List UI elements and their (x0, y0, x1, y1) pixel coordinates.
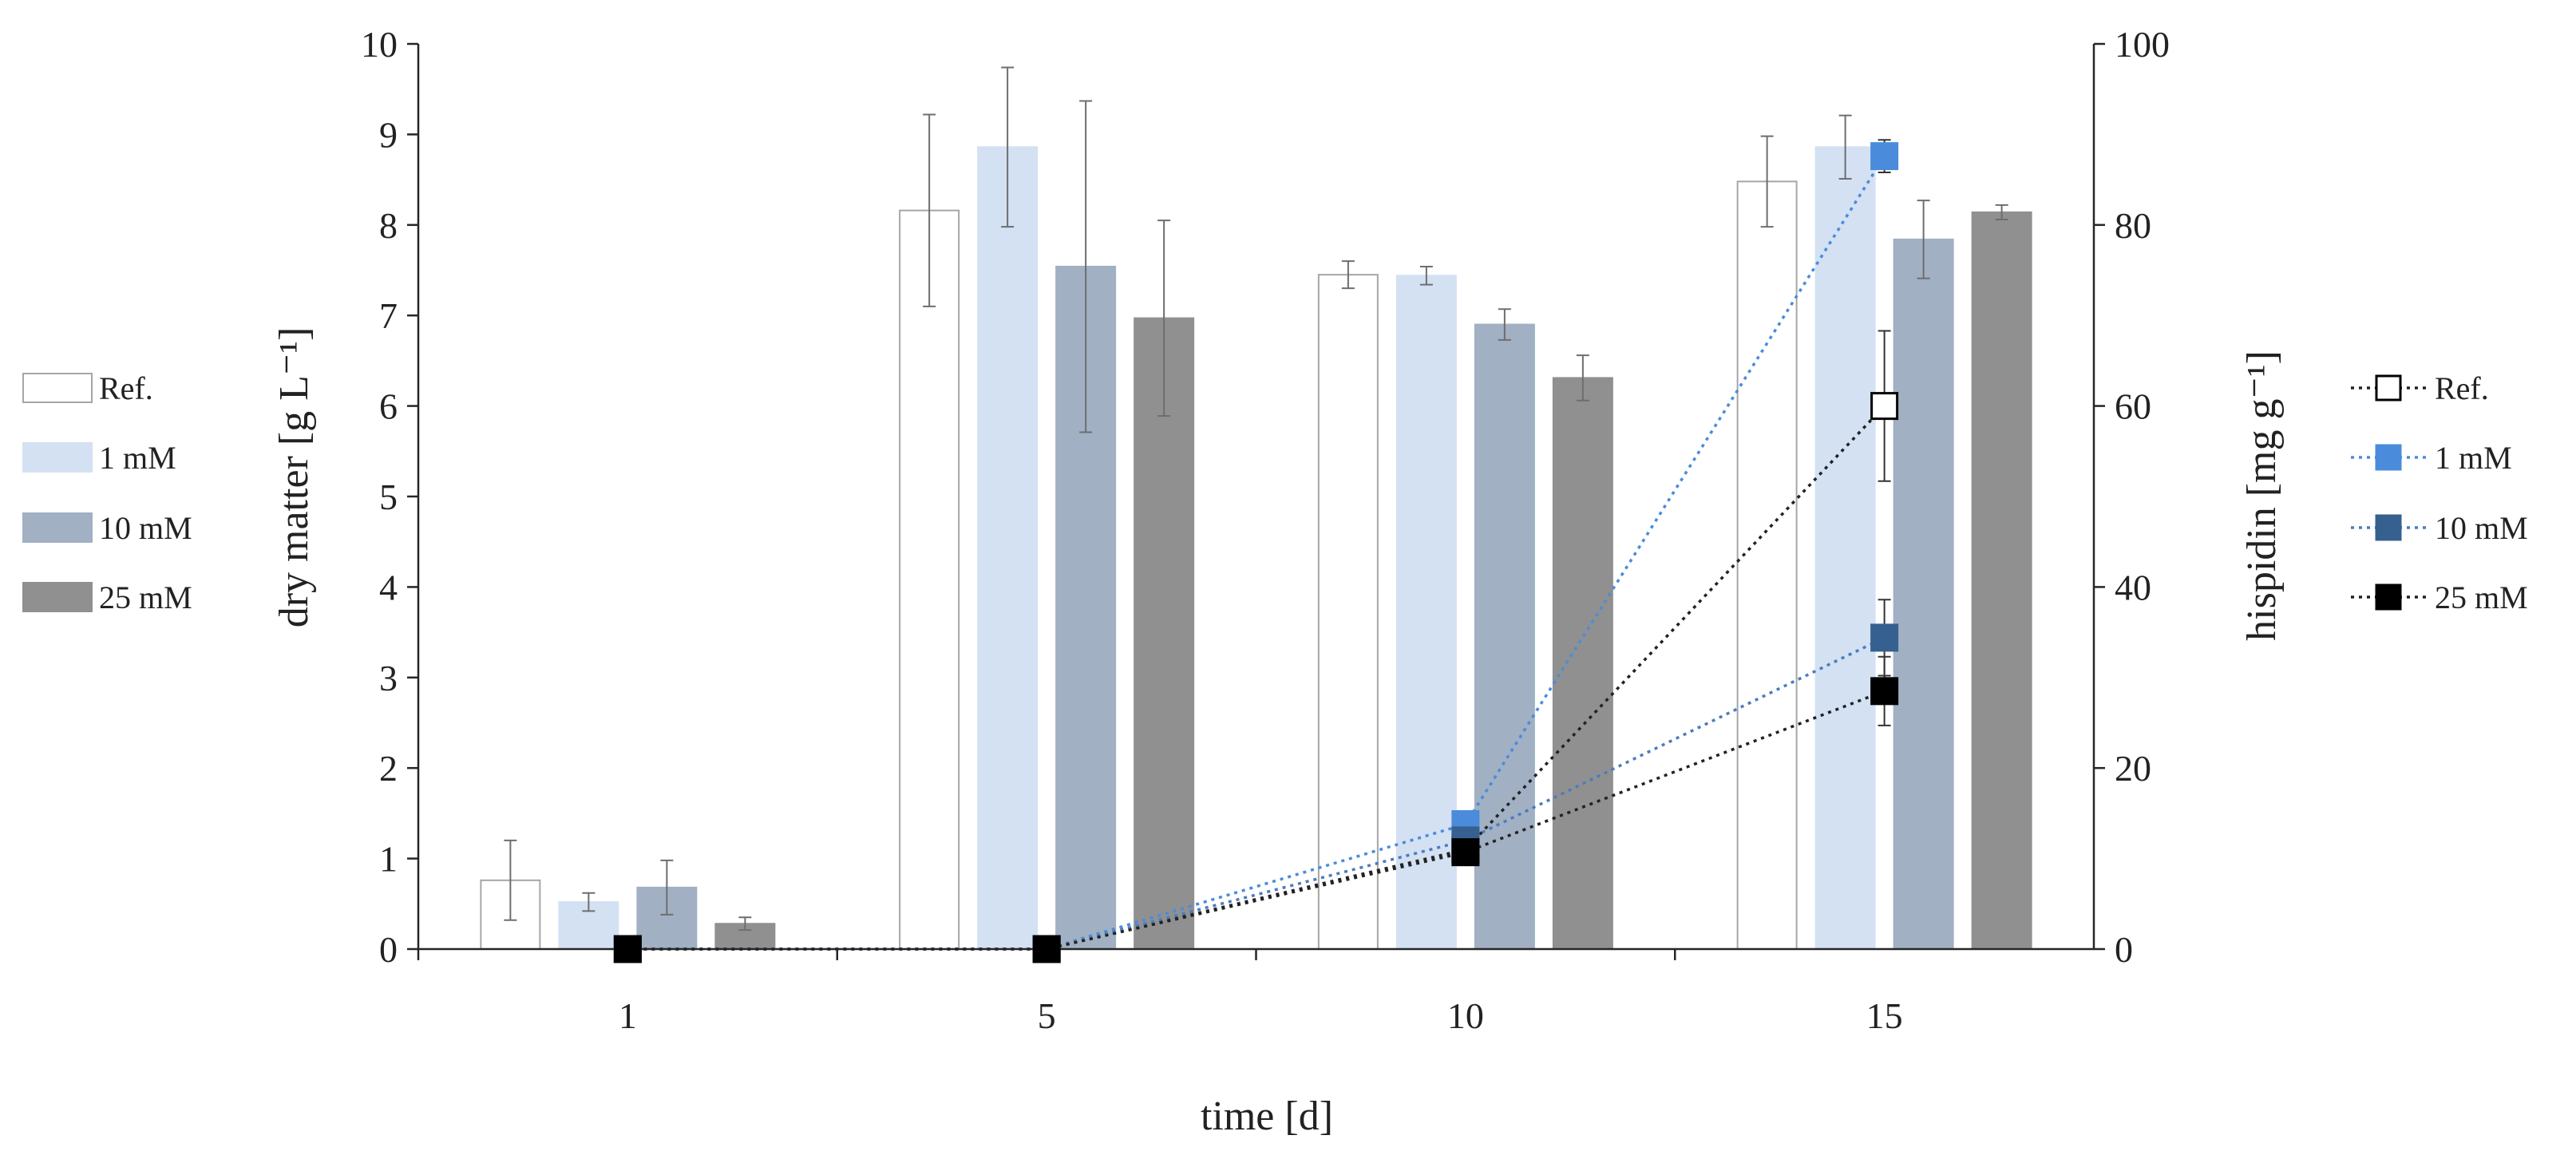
line-series (627, 636, 1886, 951)
line-marker (1870, 392, 1899, 421)
legend-line-marker (2375, 583, 2402, 611)
y-right-tick-label: 20 (2115, 748, 2151, 789)
legend-bar-swatch (22, 442, 93, 473)
x-axis-label: time [d] (1201, 1094, 1333, 1139)
legend-bar-swatch (22, 582, 93, 612)
y-right-tick-label: 100 (2115, 24, 2170, 65)
line-marker (1870, 142, 1899, 171)
y-right-tick-label: 0 (2115, 929, 2133, 970)
legend-line-marker (2375, 374, 2402, 401)
legend-line-label: 10 mM (2435, 510, 2528, 546)
y-left-tick-label: 10 (361, 24, 398, 65)
legend-bar-label: 10 mM (99, 510, 192, 546)
y-left-tick-label: 8 (379, 205, 398, 246)
y-right-tick-label: 40 (2115, 567, 2151, 607)
line-marker (1870, 623, 1899, 652)
x-tick-label: 15 (1866, 995, 1903, 1036)
y-left-tick-label: 2 (379, 748, 398, 789)
bar (1395, 275, 1457, 950)
legend-bar-swatch (22, 373, 93, 403)
line-series (627, 690, 1886, 951)
bar (1814, 146, 1876, 950)
line-marker (1870, 677, 1899, 706)
legend-line-marker (2375, 444, 2402, 471)
bar (899, 209, 960, 950)
bar (1474, 323, 1535, 951)
bar (1552, 377, 1613, 951)
line-marker (613, 935, 642, 963)
legend-bar-label: Ref. (99, 370, 153, 406)
x-tick-label: 5 (1038, 995, 1056, 1036)
bar (977, 146, 1039, 950)
legend-bar-swatch (22, 512, 93, 543)
y-left-tick-label: 6 (379, 386, 398, 427)
y-left-tick-label: 3 (379, 658, 398, 698)
y-left-tick-label: 7 (379, 295, 398, 336)
y-axis-right-label: hispidin [mg g⁻¹] (2239, 350, 2285, 641)
legend-line-label: Ref. (2435, 370, 2489, 406)
y-left-tick-label: 5 (379, 477, 398, 517)
y-left-tick-label: 0 (379, 929, 398, 970)
bar (1971, 211, 2032, 950)
y-left-tick-label: 1 (379, 839, 398, 880)
line-marker (1451, 838, 1480, 867)
bar (1893, 238, 1954, 951)
legend-line-label: 25 mM (2435, 580, 2528, 615)
line-series (627, 405, 1886, 951)
legend-bar-label: 1 mM (99, 440, 176, 476)
y-right-tick-label: 80 (2115, 205, 2151, 246)
lines-layer (627, 155, 1886, 951)
legend-bar-label: 25 mM (99, 580, 192, 615)
legend-line-label: 1 mM (2435, 440, 2512, 476)
bar (1317, 274, 1379, 951)
markers-layer (613, 139, 1899, 963)
y-left-tick-label: 4 (379, 567, 398, 607)
y-axis-left-label: dry matter [g L⁻¹] (271, 327, 317, 628)
bars-layer (480, 66, 2032, 951)
bar (1134, 317, 1195, 950)
bar (1736, 180, 1798, 951)
line-marker (1032, 935, 1061, 963)
y-right-tick-label: 60 (2115, 386, 2151, 427)
y-left-tick-label: 9 (379, 114, 398, 155)
legend-line-marker (2375, 514, 2402, 541)
x-tick-label: 10 (1447, 995, 1484, 1036)
legend-layer: Ref. 1 mM 10 mM 25 mM Ref. 1 mM 10 mM 25 mM (22, 370, 2528, 615)
line-series (627, 155, 1886, 951)
x-tick-label: 1 (619, 995, 637, 1036)
